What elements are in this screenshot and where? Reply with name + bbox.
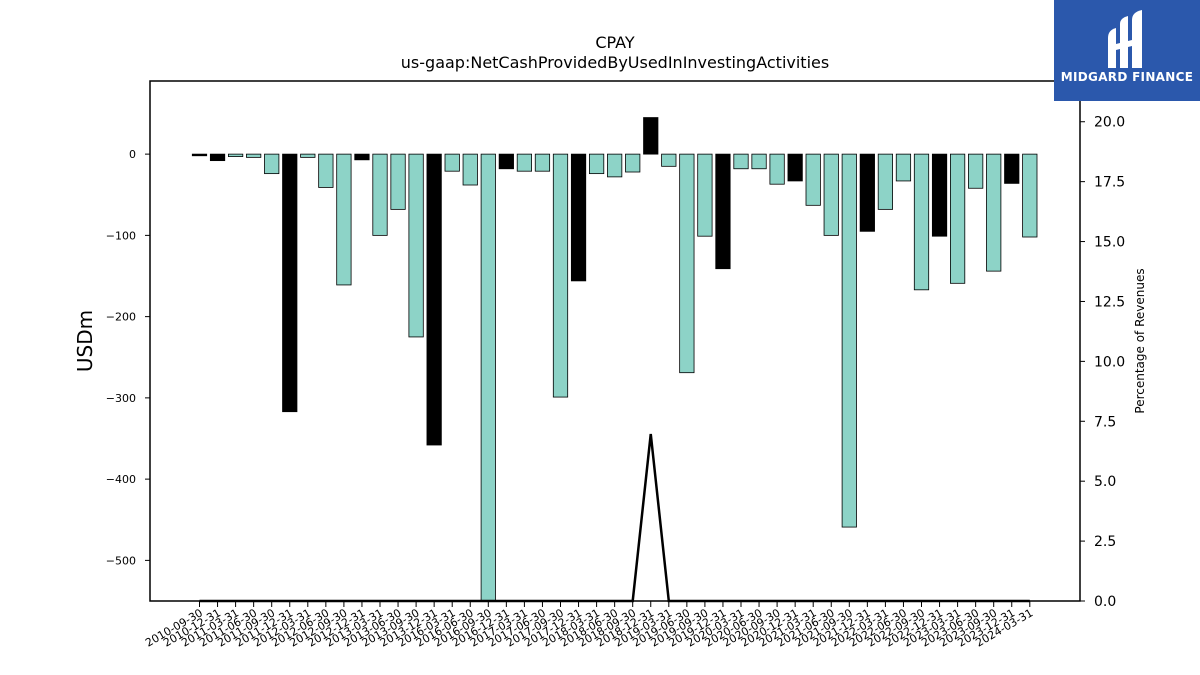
bar: [841, 153, 857, 528]
bar: [787, 153, 803, 182]
bar: [336, 153, 352, 286]
bar: [480, 153, 496, 602]
bar: [931, 153, 948, 237]
y-tick-label: −400: [106, 473, 136, 486]
bar: [372, 153, 388, 236]
y-tick-label: −500: [106, 554, 136, 567]
y-right-tick-label: 5.0: [1094, 474, 1116, 490]
y-axis-right: 0.0 2.5 5.0 7.5 10.0 12.5 15.0 17.5 20.0: [1080, 115, 1125, 610]
bar: [715, 153, 731, 270]
bar: [1004, 153, 1020, 184]
y-right-tick-label: 17.5: [1094, 175, 1125, 191]
bar: [264, 153, 280, 175]
y-tick-label: 0: [129, 148, 136, 161]
bar: [625, 153, 641, 173]
bar: [227, 153, 244, 157]
bars-group: [191, 117, 1038, 602]
bar: [300, 153, 316, 158]
bar: [697, 153, 713, 237]
bar: [552, 153, 569, 398]
y-right-tick-label: 15.0: [1094, 235, 1125, 251]
bar: [950, 153, 966, 284]
bar: [318, 153, 334, 188]
bar: [661, 153, 677, 167]
logo-text: MIDGARD FINANCE: [1060, 70, 1194, 84]
bar: [769, 153, 785, 185]
bar: [1022, 153, 1038, 238]
chart-subtitle: us-gaap:NetCashProvidedByUsedInInvesting…: [401, 53, 829, 72]
y-right-tick-label: 12.5: [1094, 294, 1125, 310]
bar: [462, 153, 478, 186]
y-right-tick-label: 7.5: [1094, 414, 1116, 430]
bar: [282, 153, 298, 413]
bar: [191, 153, 208, 157]
bar: [643, 117, 659, 155]
y-right-tick-label: 0.0: [1094, 594, 1116, 610]
bar: [209, 153, 226, 162]
bar: [390, 153, 406, 210]
bar: [246, 153, 262, 158]
line-series: [199, 433, 1030, 603]
y-axis-right-label: Percentage of Revenues: [1133, 268, 1147, 413]
bar: [534, 153, 551, 172]
midgard-logo-icon: [1108, 10, 1142, 68]
y-axis-label: USDm: [73, 310, 97, 372]
bar: [498, 153, 514, 170]
bar: [733, 153, 749, 170]
bar: [570, 153, 587, 282]
bar: [968, 153, 984, 189]
chart-title: CPAY: [595, 33, 635, 52]
bar: [444, 153, 460, 172]
bar: [751, 153, 767, 170]
y-right-tick-label: 20.0: [1094, 115, 1125, 131]
y-right-tick-label: 2.5: [1094, 534, 1116, 550]
bar: [607, 153, 623, 178]
y-tick-label: −200: [106, 311, 136, 324]
bar: [805, 153, 821, 206]
brand-logo: MIDGARD FINANCE: [1054, 0, 1200, 101]
y-tick-label: −100: [106, 229, 136, 242]
bar: [859, 153, 875, 232]
bar: [986, 153, 1002, 272]
bar: [877, 153, 894, 210]
bar: [823, 153, 839, 236]
y-right-tick-label: 10.0: [1094, 354, 1125, 370]
y-tick-label: −300: [106, 392, 136, 405]
bar: [895, 153, 912, 182]
bar: [408, 153, 424, 338]
bar: [679, 153, 695, 374]
bar: [516, 153, 533, 172]
y-axis-left: 0 −100 −200 −300 −400 −500: [106, 148, 150, 567]
line-group: [199, 433, 1030, 603]
x-axis: 2010-09-302010-12-312011-03-312011-06-30…: [143, 601, 1035, 650]
bar: [354, 153, 370, 161]
bar: [913, 153, 930, 291]
bar: [589, 153, 605, 175]
bar: [426, 153, 442, 446]
